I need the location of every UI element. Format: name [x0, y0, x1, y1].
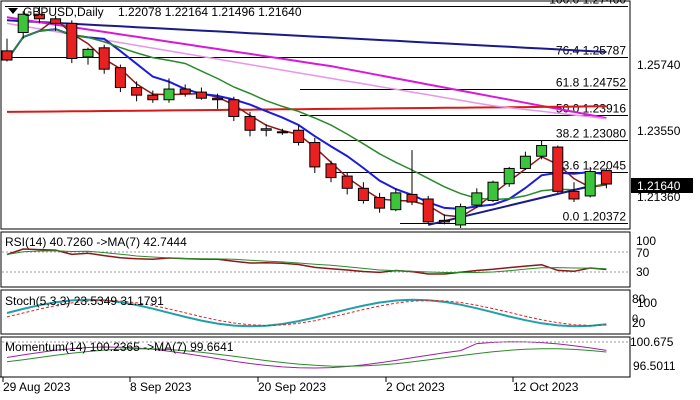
stoch-panel	[0, 289, 631, 335]
bearish-candle	[98, 47, 110, 70]
collapse-arrow-icon[interactable]	[8, 8, 18, 14]
main-panel	[0, 0, 631, 230]
stoch-axis-label: 20	[632, 316, 646, 330]
ohlc-header: 1.22078 1.22164 1.21496 1.21640	[118, 5, 302, 19]
stoch-axis-label: 80	[632, 292, 646, 306]
bearish-candle	[147, 94, 159, 101]
ma-brown-line	[6, 17, 607, 218]
candles	[1, 6, 612, 228]
bearish-candle	[568, 190, 580, 200]
date-label: 20 Sep 2023	[258, 380, 326, 394]
bullish-candle	[260, 128, 272, 131]
bearish-candle	[341, 175, 353, 189]
bullish-candle	[503, 167, 515, 185]
bearish-candle	[325, 163, 337, 179]
fib-level-label: 38.2 1.23080	[556, 127, 626, 141]
bullish-candle	[519, 155, 531, 169]
bearish-candle	[228, 99, 240, 118]
date-label: 29 Aug 2023	[3, 380, 71, 394]
bearish-candle	[50, 18, 62, 24]
stoch-signal-line	[6, 299, 607, 327]
rsi-panel	[0, 231, 631, 288]
momentum-axis-label: 100.675	[630, 335, 674, 349]
momentum-axis-label: 96.5011	[633, 359, 676, 373]
chart-title: GBPUSD,Daily	[23, 5, 104, 19]
ma-magenta-line	[6, 16, 607, 120]
bearish-candle	[552, 146, 564, 192]
bullish-candle	[584, 171, 596, 197]
price-axis-label: 1.25740	[637, 58, 681, 72]
bullish-candle	[17, 13, 29, 34]
bearish-candle	[422, 198, 434, 223]
rsi-line	[6, 248, 607, 275]
momentum-title: Momentum(14) 100.2365 ->MA(7) 99.6641	[5, 340, 234, 354]
bearish-candle	[33, 13, 45, 20]
bullish-candle	[390, 192, 402, 211]
bullish-candle	[487, 181, 499, 202]
ma-green-line	[6, 28, 607, 201]
stoch-title: Stoch(5,3,3) 23.5349 31.1791	[5, 294, 164, 308]
rsi-axis-label: 100	[636, 234, 656, 248]
bearish-candle	[406, 193, 418, 203]
price-axis-label: 1.21360	[637, 190, 681, 204]
fib-level-label: 23.6 1.22045	[556, 159, 626, 173]
fib-level-label: 100.0 1.27460	[549, 0, 626, 7]
bearish-candle	[374, 196, 386, 209]
bullish-candle	[536, 145, 548, 157]
bearish-candle	[244, 116, 256, 131]
indicator-lines	[2, 248, 629, 369]
momentum-ma-line	[6, 348, 607, 367]
bearish-candle	[66, 22, 78, 59]
date-label: 12 Oct 2023	[513, 380, 579, 394]
bearish-candle	[1, 50, 13, 61]
moving-averages	[6, 16, 607, 226]
bearish-candle	[293, 129, 305, 143]
stoch-axis-label: 100	[637, 296, 657, 310]
date-label: 2 Oct 2023	[386, 380, 445, 394]
bullish-candle	[471, 192, 483, 206]
price-axis-label: 1.23550	[637, 124, 681, 138]
rsi-ma-line	[6, 250, 607, 273]
bullish-candle	[163, 88, 175, 101]
bullish-candle	[82, 48, 94, 58]
stoch-axis-label: 0	[632, 313, 638, 325]
bearish-candle	[195, 91, 207, 99]
bearish-candle	[309, 141, 321, 168]
bearish-candle	[276, 131, 288, 134]
bearish-candle	[212, 97, 224, 101]
bearish-candle	[357, 187, 369, 202]
fib-level-label: 61.8 1.24752	[556, 76, 626, 90]
ma-blue-line	[6, 28, 607, 210]
ma-navy-line	[6, 19, 607, 53]
bullish-candle	[455, 206, 467, 226]
bearish-candle	[131, 87, 143, 96]
fib-level-label: 0.0 1.20372	[563, 210, 627, 224]
bearish-candle	[114, 67, 126, 89]
rsi-axis-label: 30	[636, 265, 650, 279]
current-price-label: 1.21640	[637, 179, 681, 193]
fib-level-label: 50.0 1.23916	[556, 102, 626, 116]
date-label: 8 Sep 2023	[130, 380, 192, 394]
rsi-axis-label: 70	[636, 246, 650, 260]
bearish-candle	[179, 88, 191, 95]
rsi-title: RSI(14) 40.7260 ->MA(7) 42.7444	[5, 235, 187, 249]
bearish-candle	[438, 219, 450, 223]
current-price-box	[631, 178, 693, 193]
bearish-candle	[600, 170, 612, 185]
